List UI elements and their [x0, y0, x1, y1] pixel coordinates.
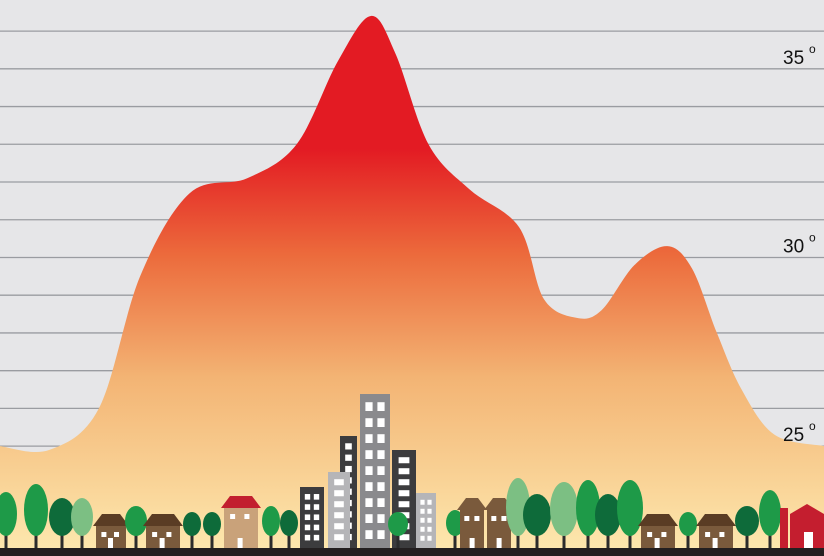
tree-icon: [0, 492, 17, 548]
city-skyline-illustration: [0, 394, 824, 556]
house-icon: [143, 514, 183, 548]
degree-symbol: o: [809, 419, 816, 433]
tree-icon: [735, 506, 759, 548]
tree-icon: [125, 506, 147, 548]
tree-icon: [679, 512, 697, 548]
degree-symbol: o: [809, 42, 816, 56]
tree-icon: [183, 512, 201, 548]
building-icon: [416, 493, 436, 548]
y-tick-25: 25 o: [783, 419, 816, 446]
y-tick-35: 35 o: [783, 42, 816, 69]
house-icon: [93, 514, 129, 548]
tree-icon: [446, 510, 464, 548]
building-icon: [300, 487, 324, 548]
house-icon: [696, 514, 736, 548]
temperature-area: [0, 15, 824, 549]
tree-icon: [759, 490, 781, 548]
tree-icon: [71, 498, 93, 548]
y-tick-label: 30: [783, 236, 804, 257]
tree-icon: [523, 494, 551, 548]
tree-icon: [203, 512, 221, 548]
y-tick-30: 30 o: [783, 230, 816, 257]
y-tick-labels: 25 o 30 o 35 o: [783, 42, 816, 446]
tree-icon: [595, 494, 621, 548]
tree-icon: [576, 480, 600, 548]
tree-icon: [280, 510, 298, 548]
silo-icon: [780, 508, 788, 548]
red-barn-icon: [780, 504, 824, 548]
y-tick-label: 35: [783, 48, 804, 69]
house-icon: [638, 514, 678, 548]
apartment-icon: [457, 498, 487, 548]
tree-icon: [49, 498, 75, 548]
building-icon: [328, 472, 350, 548]
tree-icon: [24, 484, 48, 548]
tree-icon: [388, 512, 408, 548]
tree-icon: [262, 506, 280, 548]
ground-line: [0, 548, 824, 556]
tree-icon: [617, 480, 643, 548]
degree-symbol: o: [809, 230, 816, 244]
tree-icon: [550, 482, 578, 548]
red-roof-house-icon: [221, 496, 261, 548]
y-tick-label: 25: [783, 425, 804, 446]
tall-building-icon: [360, 394, 390, 548]
